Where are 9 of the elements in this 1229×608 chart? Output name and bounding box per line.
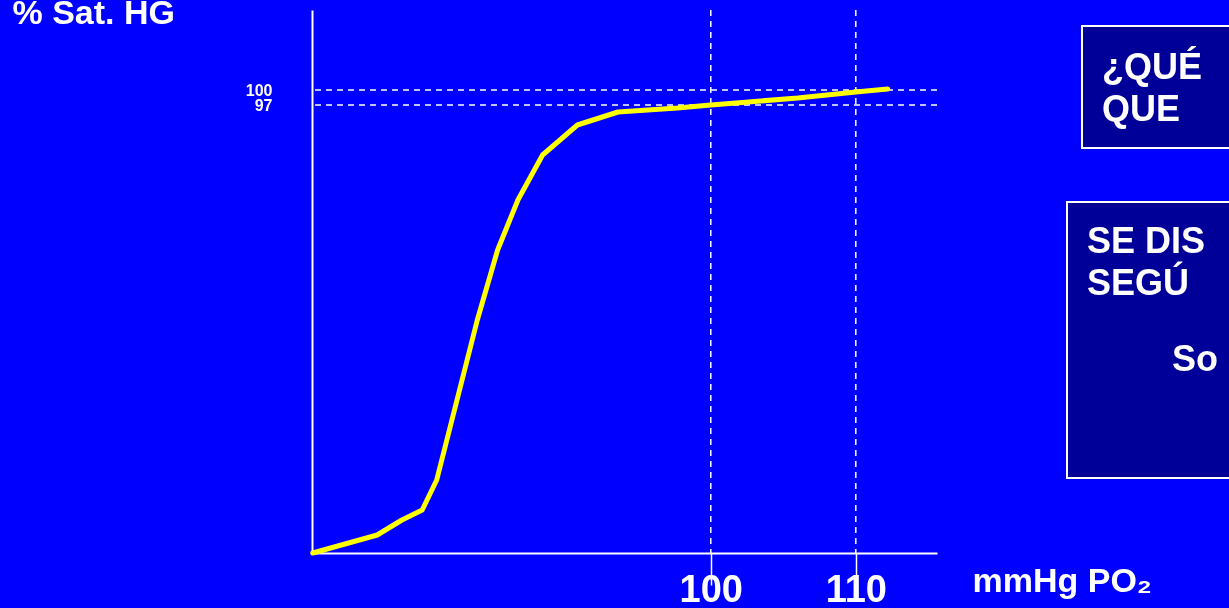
- x-axis-title: mmHg PO₂: [972, 560, 1152, 599]
- text: SEGÚ: [1087, 261, 1190, 303]
- x-tick-label: 110: [825, 567, 887, 608]
- y-axis-title: % Sat. HG: [12, 0, 175, 31]
- text: ¿QUÉ: [1102, 46, 1203, 87]
- text: SE DIS: [1087, 220, 1206, 261]
- text: So: [1172, 338, 1219, 379]
- y-tick-label: 97: [254, 96, 273, 114]
- text: QUE: [1102, 88, 1181, 129]
